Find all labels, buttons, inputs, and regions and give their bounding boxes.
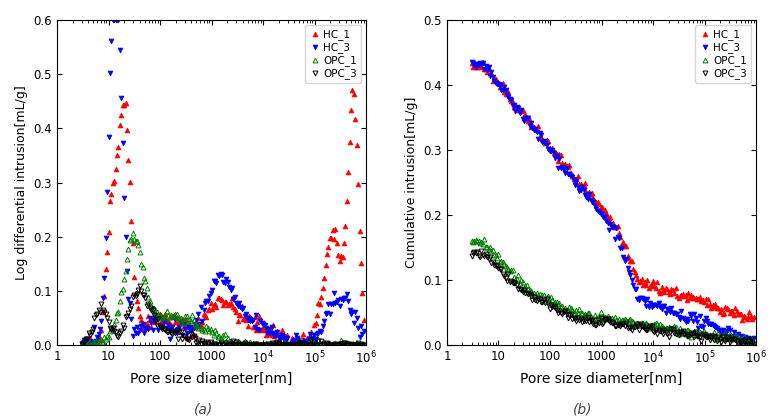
HC_1 bbox=[131, 291, 140, 296]
HC_3 bbox=[132, 324, 142, 329]
Line: HC_1: HC_1 bbox=[469, 60, 756, 322]
Y-axis label: Cumulative intrusion[mL/g]: Cumulative intrusion[mL/g] bbox=[405, 97, 418, 268]
HC_3 bbox=[542, 143, 551, 148]
HC_1 bbox=[479, 67, 489, 72]
Line: HC_3: HC_3 bbox=[469, 59, 756, 345]
OPC_1 bbox=[77, 343, 86, 348]
OPC_3 bbox=[155, 324, 164, 329]
OPC_1 bbox=[521, 284, 530, 289]
HC_1 bbox=[467, 61, 476, 66]
HC_1 bbox=[737, 311, 746, 316]
OPC_1 bbox=[153, 313, 163, 318]
HC_3 bbox=[338, 298, 347, 303]
OPC_3 bbox=[348, 342, 357, 347]
OPC_1 bbox=[128, 230, 138, 235]
Line: HC_3: HC_3 bbox=[79, 18, 366, 348]
OPC_3 bbox=[737, 341, 746, 346]
HC_1 bbox=[77, 340, 86, 345]
OPC_3 bbox=[78, 343, 88, 348]
HC_3 bbox=[484, 65, 493, 70]
OPC_1 bbox=[486, 245, 495, 250]
OPC_3 bbox=[477, 249, 486, 254]
HC_3 bbox=[77, 341, 86, 346]
HC_1 bbox=[95, 337, 105, 342]
OPC_3 bbox=[749, 342, 759, 347]
OPC_1 bbox=[737, 336, 746, 341]
Line: HC_1: HC_1 bbox=[79, 87, 366, 348]
HC_1 bbox=[359, 317, 368, 322]
HC_1 bbox=[346, 107, 356, 112]
OPC_1 bbox=[359, 342, 368, 347]
OPC_3 bbox=[486, 254, 495, 259]
HC_3 bbox=[108, 18, 117, 23]
OPC_1 bbox=[744, 341, 754, 346]
HC_3 bbox=[155, 323, 164, 328]
HC_3 bbox=[467, 59, 476, 64]
OPC_1 bbox=[88, 340, 98, 345]
X-axis label: Pore size diameter[nm]: Pore size diameter[nm] bbox=[520, 372, 683, 386]
OPC_1 bbox=[478, 242, 487, 247]
HC_1 bbox=[543, 138, 553, 143]
OPC_3 bbox=[479, 253, 489, 258]
HC_1 bbox=[486, 71, 495, 76]
Y-axis label: Log differential intrusion[mL/g]: Log differential intrusion[mL/g] bbox=[15, 85, 28, 280]
OPC_3 bbox=[521, 291, 530, 296]
OPC_1 bbox=[94, 343, 103, 348]
HC_3 bbox=[725, 328, 734, 333]
OPC_3 bbox=[90, 315, 99, 320]
X-axis label: Pore size diameter[nm]: Pore size diameter[nm] bbox=[131, 372, 292, 386]
OPC_1 bbox=[543, 294, 553, 299]
Text: (b): (b) bbox=[573, 403, 592, 417]
OPC_1 bbox=[346, 343, 356, 348]
HC_3 bbox=[749, 335, 759, 340]
HC_1 bbox=[737, 318, 747, 323]
OPC_3 bbox=[95, 309, 105, 314]
OPC_3 bbox=[77, 341, 86, 346]
HC_1 bbox=[153, 311, 163, 316]
HC_1 bbox=[336, 254, 346, 259]
HC_1 bbox=[90, 339, 99, 344]
Line: OPC_1: OPC_1 bbox=[79, 230, 366, 348]
HC_1 bbox=[78, 343, 88, 348]
OPC_3 bbox=[467, 254, 476, 259]
Line: OPC_1: OPC_1 bbox=[469, 237, 756, 346]
Legend: HC_1, HC_3, OPC_1, OPC_3: HC_1, HC_3, OPC_1, OPC_3 bbox=[305, 25, 361, 84]
OPC_3 bbox=[135, 283, 145, 288]
HC_3 bbox=[359, 328, 368, 333]
OPC_1 bbox=[131, 238, 140, 243]
OPC_1 bbox=[726, 336, 736, 342]
HC_3 bbox=[519, 119, 529, 124]
Line: OPC_3: OPC_3 bbox=[469, 249, 756, 348]
OPC_1 bbox=[467, 238, 476, 243]
HC_1 bbox=[348, 87, 357, 92]
HC_3 bbox=[742, 340, 752, 345]
HC_1 bbox=[749, 314, 759, 319]
Legend: HC_1, HC_3, OPC_1, OPC_3: HC_1, HC_3, OPC_1, OPC_3 bbox=[695, 25, 751, 84]
Line: OPC_3: OPC_3 bbox=[79, 283, 366, 348]
OPC_3 bbox=[359, 343, 368, 348]
OPC_3 bbox=[726, 337, 736, 342]
HC_3 bbox=[90, 325, 99, 330]
OPC_3 bbox=[737, 343, 747, 348]
OPC_1 bbox=[749, 340, 759, 345]
HC_1 bbox=[521, 112, 530, 117]
HC_3 bbox=[83, 343, 92, 348]
Text: (a): (a) bbox=[194, 403, 213, 417]
OPC_3 bbox=[131, 293, 140, 298]
HC_3 bbox=[735, 336, 744, 341]
HC_3 bbox=[478, 60, 487, 65]
OPC_1 bbox=[479, 237, 489, 242]
HC_1 bbox=[478, 60, 487, 65]
OPC_3 bbox=[338, 342, 347, 347]
HC_1 bbox=[726, 308, 736, 314]
HC_3 bbox=[95, 326, 105, 331]
HC_3 bbox=[348, 309, 357, 314]
OPC_3 bbox=[543, 302, 553, 307]
OPC_1 bbox=[336, 338, 346, 343]
